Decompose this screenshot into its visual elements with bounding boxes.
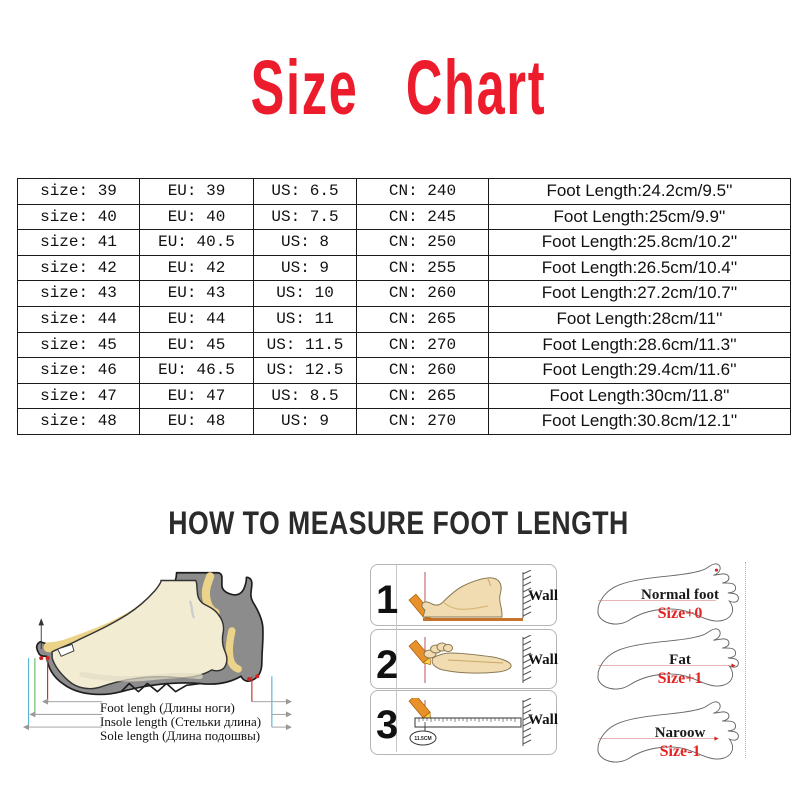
svg-text:11.5CM: 11.5CM	[414, 736, 431, 742]
